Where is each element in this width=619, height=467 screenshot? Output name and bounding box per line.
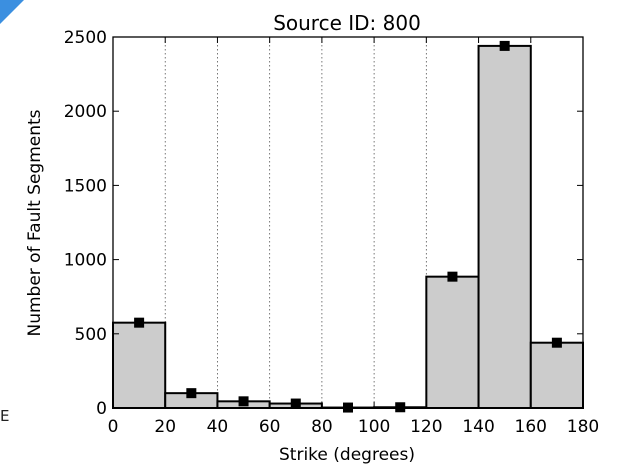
data-marker [551, 337, 562, 348]
histogram-bar [529, 341, 584, 410]
histogram-bar [477, 44, 532, 410]
y-tick-label: 0 [96, 399, 107, 419]
x-tick-label: 0 [108, 417, 119, 437]
data-marker [238, 396, 249, 407]
y-tick-label: 1500 [64, 176, 107, 196]
y-tick-label: 500 [75, 325, 107, 345]
data-marker [447, 271, 458, 282]
data-marker [499, 40, 510, 51]
x-axis-label: Strike (degrees) [279, 445, 415, 465]
data-marker [290, 398, 301, 409]
x-tick-label: 100 [358, 417, 390, 437]
y-tick-label: 1000 [64, 251, 107, 271]
x-tick-label: 160 [515, 417, 547, 437]
x-tick-label: 180 [567, 417, 599, 437]
y-tick-label: 2500 [64, 28, 107, 48]
chart-title: Source ID: 800 [273, 11, 421, 35]
x-tick-label: 40 [207, 417, 229, 437]
corner-decoration [0, 0, 24, 24]
histogram-bar [112, 321, 167, 410]
x-tick-label: 140 [462, 417, 494, 437]
y-axis-label: Number of Fault Segments [25, 109, 45, 336]
stray-label: E [0, 407, 10, 425]
y-tick-label: 2000 [64, 102, 107, 122]
histogram-bar [425, 275, 480, 409]
x-tick-label: 20 [154, 417, 176, 437]
y-ticks: 0 500 1000 1500 2000 2500 [64, 28, 583, 419]
x-tick-label: 60 [259, 417, 281, 437]
x-ticks: 0 20 40 60 80 100 120 140 160 180 [108, 37, 599, 437]
data-marker [395, 402, 406, 413]
x-tick-label: 80 [311, 417, 333, 437]
plot-frame [112, 36, 584, 409]
data-marker [186, 388, 197, 399]
data-marker [134, 317, 145, 328]
x-tick-label: 120 [410, 417, 442, 437]
bars [112, 44, 584, 410]
